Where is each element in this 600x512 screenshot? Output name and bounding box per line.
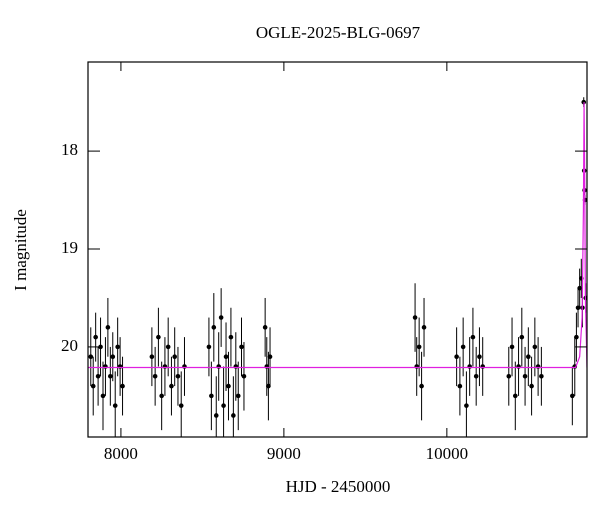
data-point <box>162 364 168 369</box>
data-point <box>105 325 111 330</box>
data-point <box>169 383 174 389</box>
data-point <box>115 344 120 350</box>
data-point <box>480 364 486 369</box>
data-point <box>262 325 268 330</box>
x-axis-label: HJD - 2450000 <box>286 477 391 496</box>
data-point <box>460 344 466 350</box>
data-point <box>112 403 118 408</box>
data-point <box>117 364 123 369</box>
data-point <box>421 325 427 330</box>
y-tick-label: 20 <box>61 336 78 355</box>
x-tick-label: 10000 <box>426 444 469 463</box>
data-point <box>419 383 424 389</box>
data-point <box>120 383 125 389</box>
data-point <box>95 373 101 379</box>
data-point <box>108 373 113 379</box>
data-point <box>467 364 472 369</box>
y-tick-label: 18 <box>61 140 78 159</box>
data-point <box>473 373 479 379</box>
data-point <box>509 344 515 350</box>
data-point <box>93 334 98 340</box>
y-tick-label: 19 <box>61 238 78 257</box>
data-point <box>535 364 541 369</box>
data-point <box>416 344 422 350</box>
data-point <box>165 344 171 350</box>
data-point <box>532 344 538 350</box>
data-point <box>223 354 229 360</box>
data-point <box>218 315 224 320</box>
data-point <box>226 383 231 389</box>
data-point <box>216 364 221 369</box>
data-point <box>88 354 94 360</box>
data-point <box>209 393 214 399</box>
y-axis-label: I magnitude <box>11 209 30 291</box>
data-point <box>182 364 187 369</box>
plot-area <box>88 97 587 437</box>
data-point <box>574 334 579 340</box>
data-point <box>228 334 234 340</box>
data-point <box>90 383 96 389</box>
data-point <box>110 354 116 360</box>
data-point <box>233 364 239 369</box>
data-point <box>152 373 158 379</box>
data-point <box>526 354 531 360</box>
data-point <box>539 373 544 379</box>
data-point <box>149 354 155 360</box>
model-line <box>88 102 587 369</box>
data-point <box>477 354 482 360</box>
data-point <box>239 344 244 350</box>
data-point <box>206 344 212 350</box>
data-point <box>506 373 512 379</box>
data-point <box>100 393 106 399</box>
data-point <box>98 344 103 350</box>
data-point <box>241 373 247 379</box>
x-tick-label: 8000 <box>104 444 138 463</box>
data-point <box>519 334 525 340</box>
data-point <box>454 354 459 360</box>
data-point <box>231 413 236 418</box>
data-point <box>178 403 184 408</box>
data-point <box>159 393 164 399</box>
data-point <box>522 373 528 379</box>
data-point <box>213 413 219 418</box>
data-point <box>512 393 518 399</box>
data-point <box>457 383 463 389</box>
data-point <box>516 364 521 369</box>
data-point <box>211 325 217 330</box>
chart-title: OGLE-2025-BLG-0697 <box>256 23 421 42</box>
data-point <box>235 393 241 399</box>
x-tick-label: 9000 <box>267 444 301 463</box>
data-point <box>175 373 181 379</box>
data-point <box>103 364 108 369</box>
data-point <box>529 383 534 389</box>
data-point <box>172 354 177 360</box>
data-point <box>464 403 469 408</box>
data-point <box>267 354 273 360</box>
data-point <box>570 393 575 399</box>
data-point <box>221 403 226 408</box>
data-point <box>414 364 420 369</box>
data-point <box>470 334 476 340</box>
data-point <box>412 315 418 320</box>
data-point <box>156 334 161 340</box>
